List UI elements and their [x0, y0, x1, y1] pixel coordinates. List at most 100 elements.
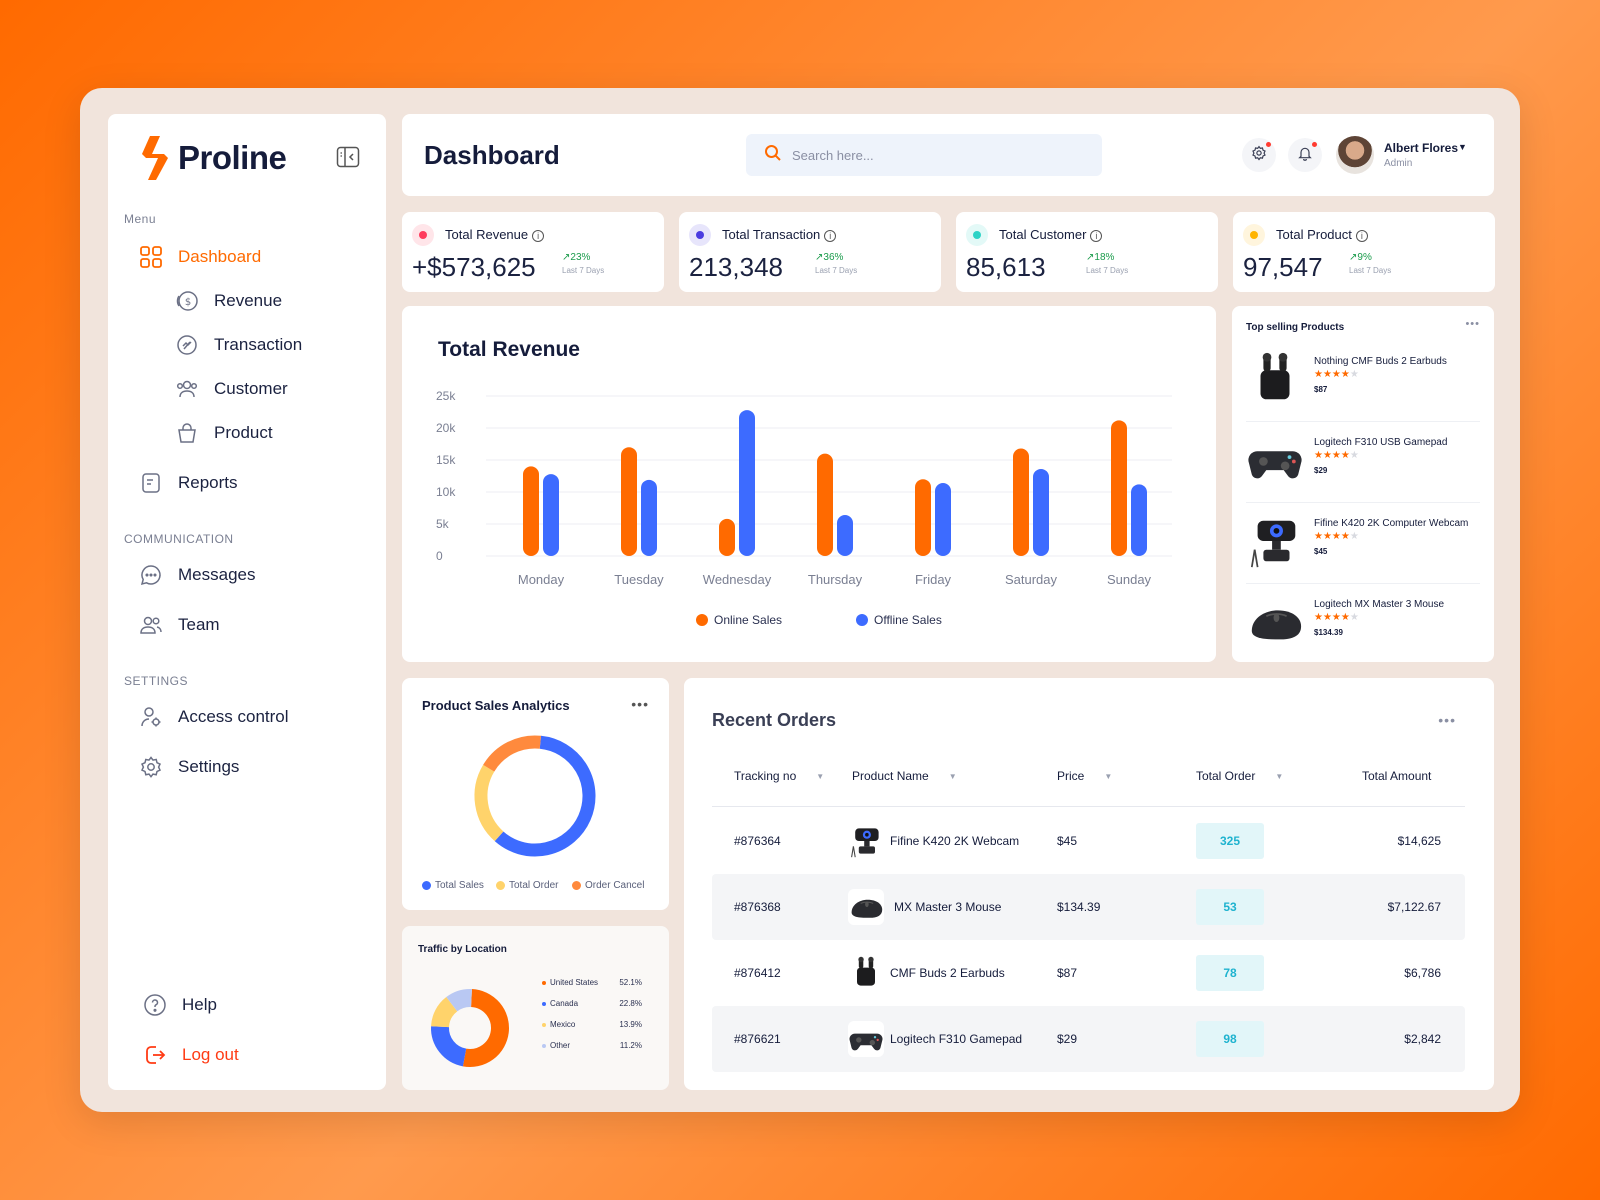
user-name[interactable]: Albert Flores [1384, 141, 1459, 155]
bar-offline-sales[interactable] [739, 410, 755, 556]
product-name: Fifine K420 2K Webcam [890, 834, 1020, 848]
column-header-tracking[interactable]: Tracking no ▼ [734, 769, 824, 783]
settings-button[interactable] [1242, 138, 1276, 172]
sidebar-collapse-icon[interactable] [336, 146, 360, 168]
notifications-button[interactable] [1288, 138, 1322, 172]
stat-value: 85,613 [966, 252, 1046, 282]
bar-offline-sales[interactable] [1033, 468, 1049, 556]
logout-button[interactable]: Log out [142, 1042, 239, 1068]
sales-segment[interactable] [483, 735, 542, 772]
coin-icon: $ [174, 288, 200, 314]
bar-offline-sales[interactable] [641, 479, 657, 556]
top-header: Dashboard Albert Flores Admin ▼ [402, 114, 1494, 196]
sidebar-item-product[interactable]: Product [174, 420, 273, 446]
bell-icon [1297, 145, 1313, 166]
table-row[interactable]: #876364 Fifine K420 2K Webcam $45 325 $14,62… [712, 808, 1465, 874]
table-row[interactable]: #876412 CMF Buds 2 Earbuds $87 78 $6,786 [712, 940, 1465, 1006]
stat-change-value: 23% [570, 252, 591, 263]
stat-change: ↗9% [1349, 252, 1372, 263]
traffic-segment[interactable] [446, 989, 472, 1012]
traffic-card: Traffic by Location United States 52.1% Ca… [402, 926, 669, 1090]
sort-icon[interactable]: ▼ [1104, 771, 1113, 781]
bar-online-sales[interactable] [817, 453, 833, 556]
column-label: Total Amount [1362, 769, 1432, 783]
sidebar-item-access-control[interactable]: Access control [138, 704, 289, 730]
sidebar-item-dashboard[interactable]: Dashboard [138, 244, 261, 270]
info-icon[interactable]: i [824, 230, 837, 242]
bar-offline-sales[interactable] [1131, 484, 1147, 556]
sidebar-item-reports[interactable]: Reports [138, 470, 238, 496]
sidebar-item-settings[interactable]: Settings [138, 754, 239, 780]
bar-online-sales[interactable] [1013, 448, 1029, 556]
trend-up-icon: ↗ [815, 252, 824, 263]
y-tick-label: 20k [436, 421, 456, 435]
sidebar-item-label: Messages [178, 565, 256, 584]
x-tick-label: Monday [518, 572, 565, 587]
total-amount: $6,786 [1404, 966, 1441, 980]
top-product-item[interactable]: Nothing CMF Buds 2 Earbuds ★★★★★ $87 [1246, 344, 1480, 422]
sidebar-item-label: Access control [178, 707, 289, 726]
more-icon[interactable]: ••• [1465, 318, 1480, 330]
table-row[interactable]: #876621 Logitech F310 Gamepad $29 98 $2,842 [712, 1006, 1465, 1072]
sales-segment[interactable] [474, 764, 504, 842]
sidebar-item-customer[interactable]: Customer [174, 376, 288, 402]
sales-segment[interactable] [494, 735, 596, 857]
logo[interactable]: Proline [138, 136, 287, 180]
column-header-total-order[interactable]: Total Order ▼ [1196, 769, 1283, 783]
bar-offline-sales[interactable] [837, 515, 853, 556]
bar-offline-sales[interactable] [543, 474, 559, 556]
total-amount: $14,625 [1397, 834, 1441, 848]
communication-section-label: COMMUNICATION [124, 532, 234, 546]
top-product-item[interactable]: Logitech MX Master 3 Mouse ★★★★★ $134.39 [1246, 587, 1480, 665]
bar-online-sales[interactable] [1111, 420, 1127, 556]
sidebar-item-help[interactable]: Help [142, 992, 217, 1018]
top-product-item[interactable]: Fifine K420 2K Computer Webcam ★★★★★ $45 [1246, 506, 1480, 584]
more-icon[interactable]: ••• [1438, 712, 1456, 728]
info-icon[interactable]: i [1355, 230, 1368, 242]
bar-online-sales[interactable] [621, 447, 637, 556]
legend-bullet [542, 1001, 546, 1006]
sort-icon[interactable]: ▼ [816, 771, 825, 781]
stat-card-total-transaction[interactable]: Total Transaction i 213,348 ↗36% Last 7 Days [679, 212, 941, 292]
traffic-segment[interactable] [431, 997, 458, 1028]
column-header-product[interactable]: Product Name ▼ [852, 769, 957, 783]
menu-section-label: Menu [124, 212, 157, 226]
sort-icon[interactable]: ▼ [1275, 771, 1284, 781]
column-label: Tracking no [734, 769, 797, 783]
stat-change-value: 18% [1094, 252, 1115, 263]
bar-online-sales[interactable] [719, 518, 735, 556]
orders-title: Recent Orders [712, 710, 837, 730]
total-order-badge: 53 [1196, 889, 1264, 925]
stat-card-total-customer[interactable]: Total Customer i 85,613 ↗18% Last 7 Days [956, 212, 1218, 292]
top-product-item[interactable]: Logitech F310 USB Gamepad ★★★★★ $29 [1246, 425, 1480, 503]
bar-online-sales[interactable] [523, 466, 539, 556]
sort-icon[interactable]: ▼ [948, 771, 957, 781]
info-icon[interactable]: i [1090, 230, 1103, 242]
legend-label: Offline Sales [874, 613, 942, 627]
search-input[interactable] [792, 147, 1072, 163]
x-tick-label: Saturday [1005, 572, 1058, 587]
chevron-down-icon[interactable]: ▼ [1458, 142, 1467, 152]
sidebar-item-revenue[interactable]: $ Revenue [174, 288, 282, 314]
sidebar-item-team[interactable]: Team [138, 612, 220, 638]
column-header-total-amount[interactable]: Total Amount [1362, 769, 1431, 783]
sidebar-item-messages[interactable]: Messages [138, 562, 255, 588]
rating-stars: ★★★★★ [1314, 531, 1359, 542]
bar-online-sales[interactable] [915, 479, 931, 556]
stat-card-total-revenue[interactable]: Total Revenue i +$573,625 ↗23% Last 7 Days [402, 212, 664, 292]
stat-card-total-product[interactable]: Total Product i 97,547 ↗9% Last 7 Days [1233, 212, 1495, 292]
avatar[interactable] [1336, 136, 1374, 174]
column-header-price[interactable]: Price ▼ [1057, 769, 1112, 783]
sidebar: Proline Menu Dashboard $ Revenue Transac… [108, 114, 386, 1090]
table-row[interactable]: #876368 MX Master 3 Mouse $134.39 53 $7,122.… [712, 874, 1465, 940]
product-price: $45 [1314, 547, 1328, 556]
bar-offline-sales[interactable] [935, 483, 951, 556]
more-icon[interactable]: ••• [631, 696, 649, 712]
gamepad-icon [1246, 431, 1304, 489]
sidebar-item-transaction[interactable]: Transaction [174, 332, 302, 358]
traffic-segment[interactable] [462, 989, 509, 1067]
traffic-segment[interactable] [431, 1026, 467, 1067]
info-icon[interactable]: i [532, 230, 545, 242]
search-bar[interactable] [746, 134, 1102, 176]
search-icon [764, 144, 782, 167]
